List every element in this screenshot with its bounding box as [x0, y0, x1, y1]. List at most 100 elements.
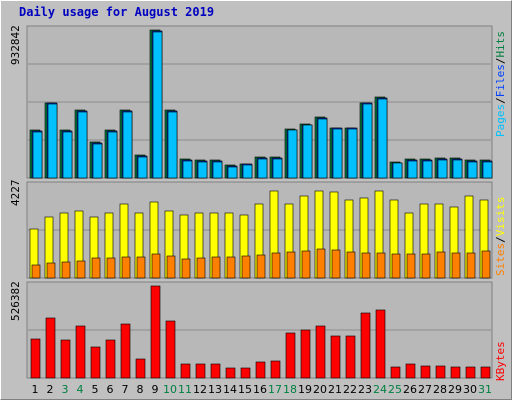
day-label-14: 14 [223, 383, 237, 396]
visits-legend: Sites/Visits [494, 197, 507, 277]
hits-bar-pages-15 [242, 164, 253, 179]
visits-bar-sites-6 [106, 257, 116, 279]
day-label-30: 30 [463, 383, 477, 396]
hits-bar-pages-8 [137, 156, 148, 179]
visits-bar-sites-30 [466, 252, 476, 279]
visits-bar-sites-25 [391, 253, 401, 279]
visits-bar-sites-29 [451, 252, 461, 279]
hits-bar-pages-30 [467, 161, 478, 179]
day-label-11: 11 [178, 383, 192, 396]
visits-bar-sites-26 [406, 253, 416, 279]
hits-bar-pages-31 [482, 161, 493, 179]
kbytes-bar-kbytes-24 [375, 309, 386, 379]
kbytes-bar-kbytes-12 [195, 363, 206, 379]
kbytes-bar-kbytes-20 [315, 325, 326, 379]
visits-bar-sites-5 [91, 257, 101, 279]
visits-bar-sites-20 [316, 248, 326, 279]
hits-bar-pages-12 [197, 161, 208, 179]
kbytes-bar-kbytes-8 [135, 358, 146, 379]
visits-legend-item-0: Sites [494, 243, 507, 276]
kbytes-bar-kbytes-25 [390, 366, 401, 379]
visits-bar-sites-11 [181, 258, 191, 279]
day-label-29: 29 [448, 383, 462, 396]
visits-bar-sites-2 [46, 262, 56, 279]
labels: 1 2 3 4 5 6 7 8 9 10 11 12 13 14 15 16 17 18 19 20 21 22 23 24 2… [32, 31, 508, 396]
kbytes-bar-kbytes-4 [75, 325, 86, 379]
hits-ymax-label: 932842 [9, 25, 22, 65]
kbytes-bar-kbytes-2 [45, 317, 56, 379]
visits-bar-sites-8 [136, 256, 146, 279]
kbytes-bar-kbytes-10 [165, 320, 176, 379]
hits-bar-pages-17 [272, 158, 283, 179]
hits-bar-pages-13 [212, 161, 223, 179]
day-label-19: 19 [298, 383, 312, 396]
day-label-12: 12 [193, 383, 207, 396]
day-label-5: 5 [92, 383, 99, 396]
hits-bar-pages-4 [77, 111, 88, 179]
kbytes-bar-kbytes-11 [180, 363, 191, 379]
day-label-28: 28 [433, 383, 447, 396]
hits-legend-item-1: / [494, 97, 507, 104]
hits-bar-pages-24 [377, 98, 388, 179]
day-label-25: 25 [388, 383, 402, 396]
visits-ymax-label: 4227 [9, 180, 22, 207]
visits-bar-sites-28 [436, 251, 446, 279]
day-label-10: 10 [163, 383, 177, 396]
day-label-26: 26 [403, 383, 417, 396]
visits-bar-sites-1 [31, 264, 41, 279]
hits-bar-pages-20 [317, 118, 328, 179]
hits-bar-pages-1 [32, 131, 43, 179]
day-label-6: 6 [107, 383, 114, 396]
kbytes-legend-item-0: KBytes [494, 341, 507, 381]
kbytes-bar-kbytes-17 [270, 360, 281, 379]
hits-legend-item-2: Files [494, 64, 507, 97]
chart-title: Daily usage for August 2019 [19, 5, 214, 19]
kbytes-bar-kbytes-29 [450, 366, 461, 379]
visits-legend-item-1: / [494, 236, 507, 243]
kbytes-bar-kbytes-21 [330, 335, 341, 379]
visits-bar-sites-21 [331, 249, 341, 279]
visits-bar-sites-12 [196, 257, 206, 279]
visits-bar-sites-15 [241, 255, 251, 279]
hits-bar-pages-6 [107, 131, 118, 179]
kbytes-bar-kbytes-28 [435, 365, 446, 379]
kbytes-bar-kbytes-9 [150, 285, 161, 379]
hits-bar-pages-16 [257, 158, 268, 179]
hits-bar-pages-22 [347, 128, 358, 179]
kbytes-bar-kbytes-6 [105, 339, 116, 379]
hits-bar-pages-29 [452, 159, 463, 179]
visits-bar-sites-18 [286, 251, 296, 279]
kbytes-bar-kbytes-18 [285, 332, 296, 379]
hits-bar-pages-18 [287, 129, 298, 179]
hits-bar-pages-7 [122, 111, 133, 179]
visits-bar-sites-10 [166, 255, 176, 279]
hits-bar-pages-19 [302, 124, 313, 179]
kbytes-bar-kbytes-15 [240, 367, 251, 379]
hits-bar-pages-25 [392, 162, 403, 179]
kbytes-bar-kbytes-31 [480, 366, 491, 379]
kbytes-bar-kbytes-1 [30, 338, 41, 379]
visits-bar-sites-16 [256, 254, 266, 279]
day-label-27: 27 [418, 383, 432, 396]
day-label-16: 16 [253, 383, 267, 396]
hits-bar-pages-5 [92, 143, 103, 179]
visits-bar-sites-9 [151, 253, 161, 279]
kbytes-bar-kbytes-22 [345, 335, 356, 379]
day-label-15: 15 [238, 383, 252, 396]
kbytes-bar-kbytes-13 [210, 363, 221, 379]
visits-legend-item-2: Visits [494, 197, 507, 237]
kbytes-bar-kbytes-30 [465, 366, 476, 379]
visits-bar-sites-19 [301, 250, 311, 279]
kbytes-bar-kbytes-16 [255, 361, 266, 379]
visits-bar-sites-31 [481, 250, 491, 279]
day-label-7: 7 [122, 383, 129, 396]
hits-bar-pages-28 [437, 159, 448, 179]
hits-bar-pages-14 [227, 166, 238, 179]
hits-bar-pages-2 [47, 103, 58, 179]
hits-bar-pages-3 [62, 131, 73, 179]
kbytes-bar-kbytes-26 [405, 363, 416, 379]
hits-bar-pages-21 [332, 128, 343, 179]
day-label-21: 21 [328, 383, 342, 396]
